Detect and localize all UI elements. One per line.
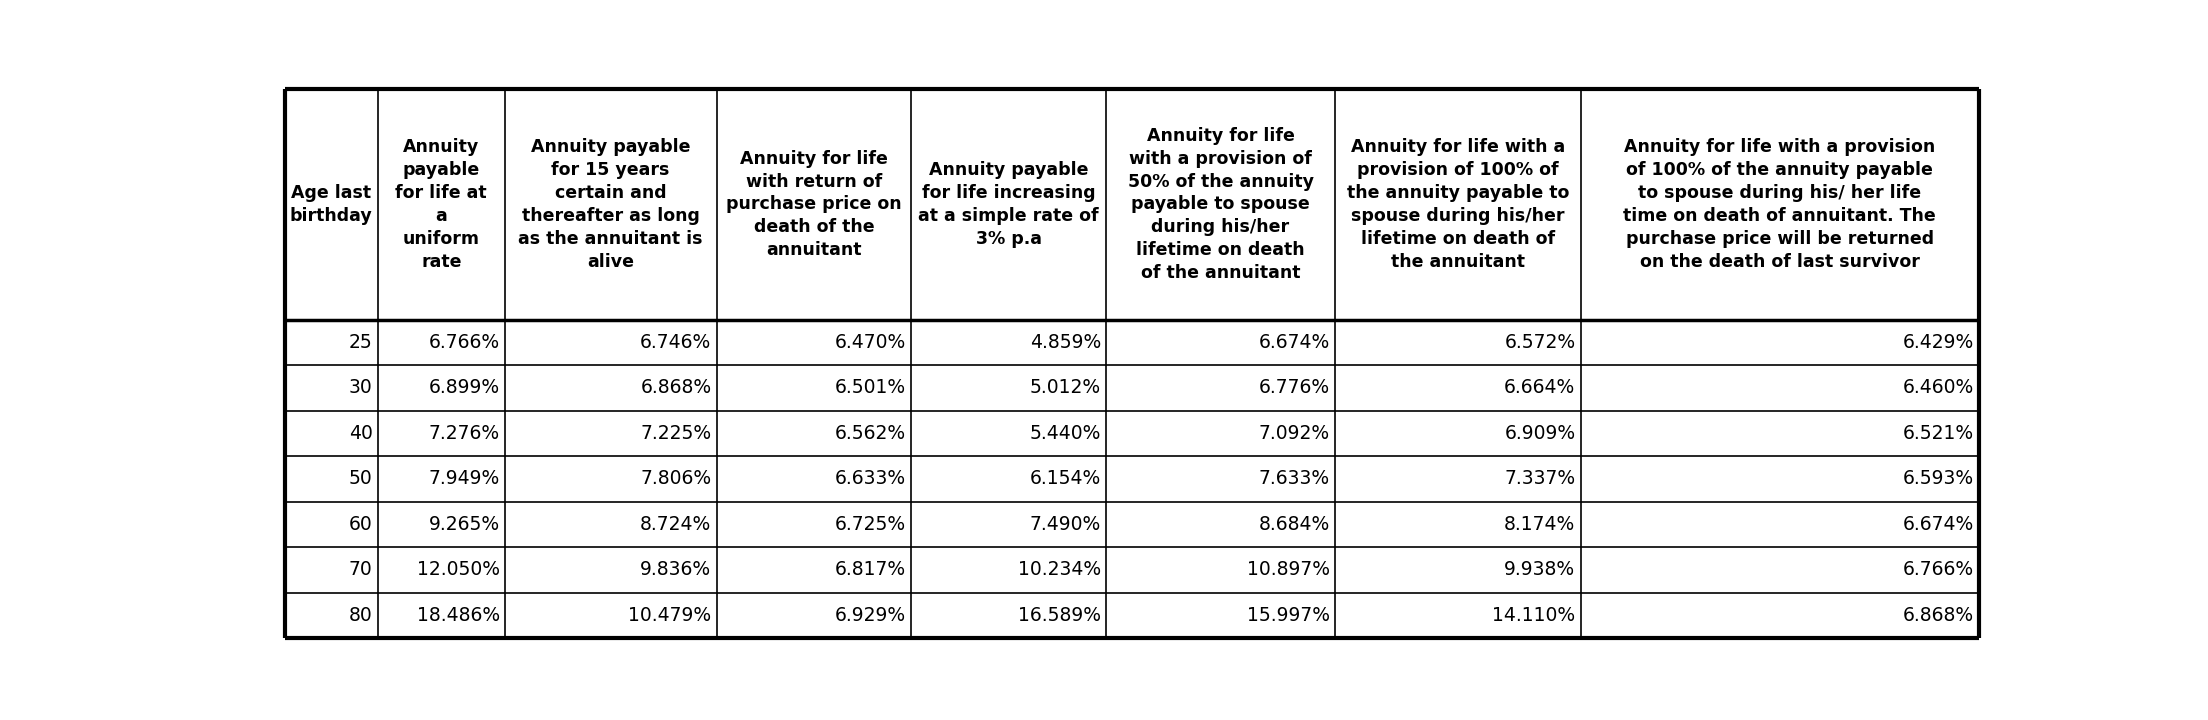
- Text: 5.440%: 5.440%: [1029, 424, 1102, 443]
- Text: 7.337%: 7.337%: [1504, 469, 1574, 488]
- Text: 10.234%: 10.234%: [1018, 560, 1102, 580]
- Text: 10.897%: 10.897%: [1248, 560, 1329, 580]
- Text: 7.276%: 7.276%: [428, 424, 499, 443]
- Text: 7.806%: 7.806%: [640, 469, 711, 488]
- Text: 7.949%: 7.949%: [428, 469, 499, 488]
- Text: 18.486%: 18.486%: [417, 606, 499, 625]
- Text: Annuity for life
with return of
purchase price on
death of the
annuitant: Annuity for life with return of purchase…: [726, 150, 901, 259]
- Text: 6.766%: 6.766%: [1903, 560, 1974, 580]
- Text: 6.562%: 6.562%: [835, 424, 905, 443]
- Text: 60: 60: [349, 515, 373, 534]
- Text: 4.859%: 4.859%: [1029, 333, 1102, 352]
- Text: Age last
birthday: Age last birthday: [289, 184, 373, 225]
- Text: 6.868%: 6.868%: [640, 379, 711, 397]
- Text: Annuity for life
with a provision of
50% of the annuity
payable to spouse
during: Annuity for life with a provision of 50%…: [1128, 127, 1314, 282]
- Text: 16.589%: 16.589%: [1018, 606, 1102, 625]
- Text: 6.776%: 6.776%: [1259, 379, 1329, 397]
- Text: 6.766%: 6.766%: [428, 333, 499, 352]
- Text: 6.633%: 6.633%: [835, 469, 905, 488]
- Text: 15.997%: 15.997%: [1248, 606, 1329, 625]
- Text: 8.174%: 8.174%: [1504, 515, 1574, 534]
- Text: 6.868%: 6.868%: [1903, 606, 1974, 625]
- Text: 6.909%: 6.909%: [1504, 424, 1574, 443]
- Text: 6.664%: 6.664%: [1504, 379, 1574, 397]
- Text: 14.110%: 14.110%: [1493, 606, 1574, 625]
- Text: 6.154%: 6.154%: [1029, 469, 1102, 488]
- Text: 8.724%: 8.724%: [640, 515, 711, 534]
- Text: Annuity
payable
for life at
a
uniform
rate: Annuity payable for life at a uniform ra…: [395, 138, 488, 271]
- Text: 6.470%: 6.470%: [835, 333, 905, 352]
- Text: 6.429%: 6.429%: [1903, 333, 1974, 352]
- Text: 70: 70: [349, 560, 373, 580]
- Text: 10.479%: 10.479%: [629, 606, 711, 625]
- Text: 6.746%: 6.746%: [640, 333, 711, 352]
- Text: 7.633%: 7.633%: [1259, 469, 1329, 488]
- Text: 12.050%: 12.050%: [417, 560, 499, 580]
- Text: 5.012%: 5.012%: [1029, 379, 1102, 397]
- Text: 6.460%: 6.460%: [1903, 379, 1974, 397]
- Text: 8.684%: 8.684%: [1259, 515, 1329, 534]
- Text: 6.674%: 6.674%: [1259, 333, 1329, 352]
- Text: 6.593%: 6.593%: [1903, 469, 1974, 488]
- Text: 6.674%: 6.674%: [1903, 515, 1974, 534]
- Text: 9.938%: 9.938%: [1504, 560, 1574, 580]
- Text: 6.501%: 6.501%: [835, 379, 905, 397]
- Text: 9.265%: 9.265%: [428, 515, 499, 534]
- Text: Annuity for life with a
provision of 100% of
the annuity payable to
spouse durin: Annuity for life with a provision of 100…: [1347, 138, 1570, 271]
- Text: 50: 50: [349, 469, 373, 488]
- Text: 6.725%: 6.725%: [835, 515, 905, 534]
- Text: 40: 40: [349, 424, 373, 443]
- Text: 6.929%: 6.929%: [835, 606, 905, 625]
- Text: 7.225%: 7.225%: [640, 424, 711, 443]
- Text: 80: 80: [349, 606, 373, 625]
- Text: 6.521%: 6.521%: [1903, 424, 1974, 443]
- Text: 6.572%: 6.572%: [1504, 333, 1574, 352]
- Text: 30: 30: [349, 379, 373, 397]
- Text: 9.836%: 9.836%: [640, 560, 711, 580]
- Text: 7.092%: 7.092%: [1259, 424, 1329, 443]
- Text: 7.490%: 7.490%: [1029, 515, 1102, 534]
- Text: Annuity payable
for life increasing
at a simple rate of
3% p.a: Annuity payable for life increasing at a…: [919, 161, 1100, 248]
- Text: Annuity for life with a provision
of 100% of the annuity payable
to spouse durin: Annuity for life with a provision of 100…: [1623, 138, 1936, 271]
- Text: 25: 25: [349, 333, 373, 352]
- Text: Annuity payable
for 15 years
certain and
thereafter as long
as the annuitant is
: Annuity payable for 15 years certain and…: [519, 138, 702, 271]
- Text: 6.817%: 6.817%: [835, 560, 905, 580]
- Text: 6.899%: 6.899%: [428, 379, 499, 397]
